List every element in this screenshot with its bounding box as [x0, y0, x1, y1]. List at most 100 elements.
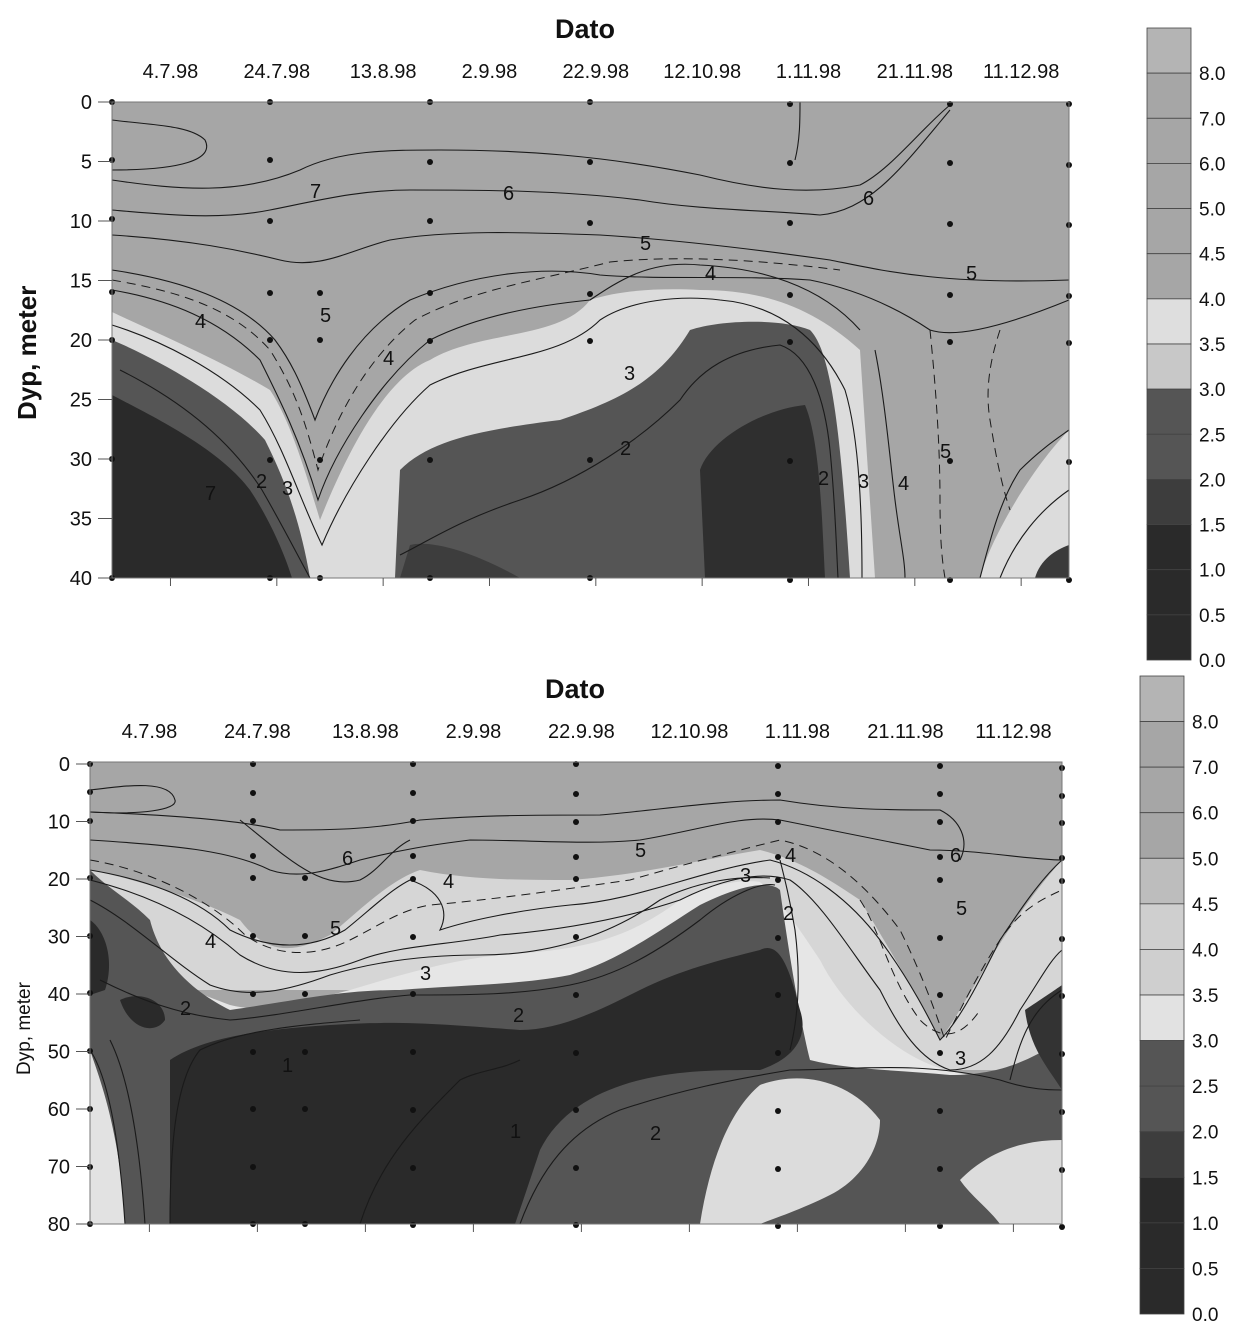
legend-label: 8.0 — [1192, 713, 1218, 734]
contour-label: 5 — [940, 441, 951, 463]
contour-label: 5 — [956, 898, 967, 920]
top-contour-chart: 7 6 6 5 5 5 4 4 4 4 3 3 3 2 2 2 5 7 4.7.… — [12, 61, 1072, 590]
bottom-contour-label-group: 6 5 5 4 4 4 3 3 3 2 2 2 2 1 1 5 6 — [180, 840, 967, 1145]
top-contour-lines — [111, 101, 1070, 579]
contour-label: 3 — [420, 963, 431, 985]
legend-swatch — [1139, 812, 1185, 859]
legend-label: 0.5 — [1199, 606, 1225, 627]
contour-label: 2 — [818, 468, 829, 490]
top-y-axis-label: Dyp, meter — [12, 286, 42, 420]
y-tick-label: 10 — [70, 211, 92, 233]
x-tick-label: 11.12.98 — [983, 61, 1059, 83]
contour-label: 5 — [640, 233, 651, 255]
y-tick-label: 60 — [48, 1099, 70, 1121]
legend-label: 1.5 — [1199, 516, 1225, 537]
legend-swatch — [1146, 479, 1192, 525]
legend-label: 6.0 — [1199, 154, 1225, 175]
legend-swatch — [1139, 949, 1185, 996]
legend-label: 0.0 — [1192, 1305, 1218, 1326]
y-tick-label: 0 — [59, 754, 70, 776]
legend-label: 1.0 — [1199, 561, 1225, 582]
top-band-darkest-left — [112, 395, 292, 578]
top-panel-title: Dato — [555, 14, 615, 44]
legend-label: 3.5 — [1199, 335, 1225, 356]
contour-label: 5 — [320, 305, 331, 327]
contour-label: 3 — [282, 478, 293, 500]
bottom-band-darkest2 — [90, 920, 110, 995]
legend-label: 7.0 — [1192, 758, 1218, 779]
contour-label: 4 — [705, 263, 716, 285]
y-tick-label: 30 — [70, 449, 92, 471]
legend-swatch — [1146, 524, 1192, 571]
top-band-dark-edge — [1035, 545, 1069, 578]
legend-label: 4.0 — [1199, 290, 1225, 311]
legend-swatch — [1146, 388, 1192, 435]
legend-label: 2.5 — [1192, 1077, 1218, 1098]
legend-swatch — [1139, 1085, 1185, 1133]
legend-label: 2.0 — [1192, 1123, 1218, 1144]
legend-swatch — [1139, 766, 1185, 814]
contour-label: 2 — [620, 438, 631, 460]
bottom-band-light5 — [960, 1140, 1062, 1224]
top-color-legend: 0.0 0.5 1.0 1.5 2.0 2.5 3.0 3.5 4.0 4.5 5.0 6.0 7.0 8… — [1146, 27, 1225, 672]
bottom-band-dark2 — [1025, 985, 1062, 1090]
legend-label: 4.0 — [1192, 940, 1218, 961]
legend-swatch — [1139, 857, 1185, 905]
bottom-panel-title: Dato — [545, 674, 605, 704]
legend-swatch — [1146, 72, 1192, 119]
legend-label: 3.0 — [1199, 380, 1225, 401]
contour-label: 4 — [443, 871, 454, 893]
legend-swatch — [1139, 721, 1185, 768]
legend-swatch — [1146, 614, 1192, 661]
contour-label: 7 — [205, 483, 216, 505]
legend-swatch — [1139, 1131, 1185, 1178]
bottom-y-axis-label: Dyp, meter — [14, 981, 35, 1075]
contour-label: 5 — [966, 263, 977, 285]
top-band-darkest-right — [700, 405, 825, 578]
contour-label: 1 — [510, 1121, 521, 1143]
legend-swatch — [1146, 253, 1192, 300]
contour-label: 4 — [383, 348, 394, 370]
legend-swatch — [1146, 208, 1192, 255]
legend-swatch — [1139, 1268, 1185, 1315]
x-tick-label: 1.11.98 — [765, 721, 830, 743]
y-tick-label: 0 — [81, 92, 92, 114]
legend-swatch — [1139, 1040, 1185, 1087]
x-tick-label: 1.11.98 — [776, 61, 841, 83]
legend-swatch — [1139, 994, 1185, 1041]
contour-label: 3 — [740, 865, 751, 887]
legend-swatch — [1146, 27, 1192, 74]
y-tick-label: 25 — [70, 390, 92, 412]
top-x-ticks: 4.7.98 24.7.98 13.8.98 2.9.98 22.9.98 12.10.9… — [143, 61, 1059, 586]
legend-label: 5.0 — [1192, 849, 1218, 870]
bottom-band-darkest3 — [120, 996, 165, 1029]
legend-label: 5.0 — [1199, 200, 1225, 221]
contour-label: 2 — [783, 903, 794, 925]
bottom-sample-points — [87, 761, 1065, 1230]
contour-label: 7 — [310, 181, 321, 203]
legend-swatch — [1146, 569, 1192, 616]
bottom-band-light3 — [90, 1050, 125, 1224]
contour-label: 2 — [180, 998, 191, 1020]
contour-label: 4 — [205, 931, 216, 953]
x-tick-label: 13.8.98 — [350, 61, 417, 83]
legend-swatch — [1146, 163, 1192, 209]
legend-label: 0.5 — [1192, 1259, 1218, 1280]
bottom-band-darkest — [170, 948, 803, 1224]
legend-label: 1.0 — [1192, 1214, 1218, 1235]
contour-label: 5 — [635, 840, 646, 862]
contour-label: 4 — [195, 311, 206, 333]
y-tick-label: 5 — [81, 152, 92, 174]
contour-label: 1 — [282, 1055, 293, 1077]
bottom-x-ticks: 4.7.98 24.7.98 13.8.98 2.9.98 22.9.98 12.10.9… — [122, 721, 1052, 1232]
x-tick-label: 22.9.98 — [562, 61, 629, 83]
top-contour-dashed — [111, 258, 1011, 579]
y-tick-label: 30 — [48, 927, 70, 949]
top-contour-label-group: 7 6 6 5 5 5 4 4 4 4 3 3 3 2 2 2 5 7 — [195, 181, 977, 505]
legend-label: 4.5 — [1199, 245, 1225, 266]
legend-label: 6.0 — [1192, 804, 1218, 825]
legend-label: 1.5 — [1192, 1168, 1218, 1189]
x-tick-label: 12.10.98 — [663, 61, 741, 83]
top-y-ticks: 0 5 10 15 20 25 30 35 40 — [70, 92, 112, 590]
contour-label: 2 — [256, 471, 267, 493]
